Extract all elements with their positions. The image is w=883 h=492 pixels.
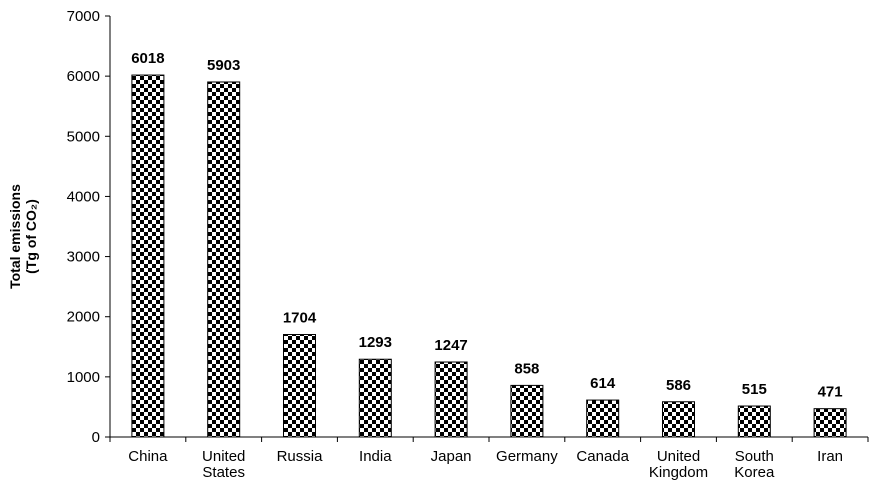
bar: [283, 334, 316, 438]
x-tick-label-line: Germany: [496, 448, 558, 465]
x-tick-label-line: United: [657, 448, 700, 465]
y-axis-title-line: Total emissions: [7, 184, 23, 289]
bar: [510, 384, 544, 438]
y-tick-label: 3000: [67, 249, 100, 266]
x-tick-label-line: Kingdom: [649, 464, 708, 481]
y-axis-title-line: (Tg of CO₂): [23, 199, 39, 274]
x-tick-label-line: States: [202, 464, 245, 481]
x-tick-label: Germany: [496, 448, 558, 465]
bar: [813, 408, 847, 438]
y-tick-label: 4000: [67, 188, 100, 205]
data-label: 586: [666, 377, 691, 394]
x-tick-label: Iran: [817, 448, 843, 465]
data-label: 471: [818, 384, 843, 401]
y-tick-label: 5000: [67, 128, 100, 145]
x-tick-label: Canada: [576, 448, 629, 465]
y-tick-label: 2000: [67, 309, 100, 326]
bar: [207, 81, 241, 438]
bar: [358, 358, 392, 438]
data-label: 5903: [207, 57, 240, 74]
data-label: 1704: [283, 310, 317, 327]
x-tick-label-line: India: [359, 448, 392, 465]
x-tick-label-line: Japan: [431, 448, 472, 465]
data-label: 6018: [131, 50, 164, 67]
y-axis-title: Total emissions(Tg of CO₂): [7, 184, 39, 289]
x-tick-label: Japan: [431, 448, 472, 465]
data-label: 1247: [434, 337, 467, 354]
y-axis-label: Total emissions(Tg of CO₂): [7, 184, 39, 289]
x-tick-label-line: Korea: [734, 464, 775, 481]
axes: [109, 16, 868, 438]
x-tick-label: United States: [202, 448, 245, 481]
bar: [586, 399, 620, 438]
x-tick-label-line: United: [202, 448, 245, 465]
x-tick-label: Russia: [277, 448, 324, 465]
y-tick-label: 0: [92, 429, 100, 446]
y-tick-label: 7000: [67, 8, 100, 25]
bar: [434, 361, 468, 438]
bar: [131, 74, 165, 438]
bar: [662, 401, 695, 438]
data-label: 1293: [359, 334, 392, 351]
y-tick-label: 1000: [67, 369, 100, 386]
x-tick-label: South Korea: [734, 448, 775, 481]
data-label: 614: [590, 375, 616, 392]
x-tick-label: United Kingdom: [649, 448, 708, 481]
y-axis-ticks: 0 1000 2000 3000 4000 5000 6000 7000: [67, 8, 110, 446]
bars: [131, 74, 847, 438]
y-tick-label: 6000: [67, 68, 100, 85]
x-tick-label-line: South: [735, 448, 774, 465]
bar: [737, 405, 771, 438]
x-tick-label: China: [128, 448, 168, 465]
data-label: 858: [514, 360, 539, 377]
x-tick-label-line: Canada: [576, 448, 629, 465]
data-labels: 6018 5903 1704 1293 1247 858 614 586 515 471: [131, 50, 842, 401]
x-tick-label-line: China: [128, 448, 168, 465]
x-tick-label: India: [359, 448, 392, 465]
x-tick-label-line: Iran: [817, 448, 843, 465]
data-label: 515: [742, 381, 767, 398]
x-tick-label-line: Russia: [277, 448, 324, 465]
